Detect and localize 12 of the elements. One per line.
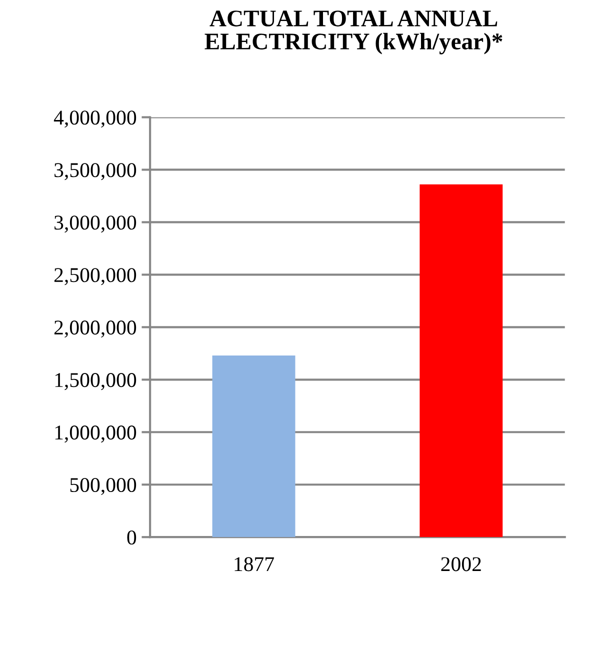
y-tick-label: 500,000: [70, 478, 136, 496]
y-tick-label: 3,000,000: [54, 216, 136, 233]
chart-title: ACTUAL TOTAL ANNUAL ELECTRICITY (kWh/year)*: [204, 10, 502, 54]
x-tick-label: 1877: [234, 557, 274, 572]
y-tick-label: 3,500,000: [54, 163, 136, 180]
y-tick-label: 1,500,000: [55, 373, 136, 390]
x-tick-label: 2002: [441, 557, 481, 572]
y-tick-label: 2,000,000: [54, 320, 136, 338]
y-tick-label: 2,500,000: [54, 268, 136, 286]
y-tick-label: 1,000,000: [55, 426, 136, 443]
y-tick-label: 0: [127, 530, 136, 545]
y-tick-label: 4,000,000: [54, 110, 136, 128]
